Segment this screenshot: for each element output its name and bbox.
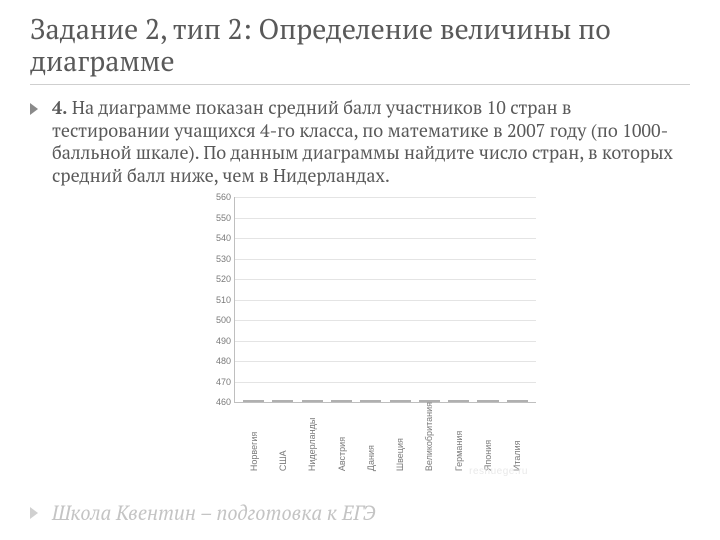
- chart-x-label-slot: Великобритания: [416, 402, 442, 474]
- chart-gridline: [235, 361, 536, 362]
- chart-gridline: [235, 279, 536, 280]
- chart: НорвегияСШАНидерландыАвстрияДанияШвецияВ…: [206, 197, 536, 403]
- chart-x-label-slot: Италия: [504, 402, 530, 474]
- chart-x-tick-label: Дания: [366, 402, 376, 474]
- chart-gridline: [235, 300, 536, 301]
- chart-gridline: [235, 382, 536, 383]
- chart-x-tick-label: Нидерланды: [307, 402, 317, 474]
- chart-x-tick-label: Италия: [512, 402, 522, 474]
- footer-text: Школа Квентин – подготовка к ЕГЭ: [52, 499, 690, 526]
- chart-x-label-slot: Швеция: [387, 402, 413, 474]
- chart-x-label-slot: Германия: [446, 402, 472, 474]
- chart-x-label-slot: США: [270, 402, 296, 474]
- chart-gridline: [235, 320, 536, 321]
- chart-x-tick-label: Швеция: [395, 402, 405, 474]
- chart-gridline: [235, 238, 536, 239]
- chart-y-tick-label: 470: [207, 377, 231, 387]
- chart-x-label-slot: Австрия: [328, 402, 354, 474]
- chart-x-tick-label: США: [278, 402, 288, 474]
- chart-y-tick-label: 550: [207, 213, 231, 223]
- chart-x-tick-label: Великобритания: [424, 402, 434, 474]
- chart-y-tick-label: 460: [207, 397, 231, 407]
- chart-y-tick-label: 480: [207, 356, 231, 366]
- chart-x-label-slot: Япония: [475, 402, 501, 474]
- slide: Задание 2, тип 2: Определение величины п…: [0, 0, 720, 540]
- chart-x-tick-label: Австрия: [337, 402, 347, 474]
- chart-x-label-slot: Норвегия: [240, 402, 266, 474]
- chart-x-labels: Норвегия США Нидерланды Австрия Дания Швеция В…: [239, 402, 532, 474]
- chart-y-tick-label: 490: [207, 336, 231, 346]
- chart-gridline: [235, 197, 536, 198]
- chart-x-tick-label: Япония: [483, 402, 493, 474]
- task-text: 4. На диаграмме показан средний балл уча…: [52, 97, 690, 187]
- chart-x-label-slot: Нидерланды: [299, 402, 325, 474]
- chart-x-tick-label: Германия: [454, 402, 464, 474]
- chart-y-tick-label: 500: [207, 315, 231, 325]
- task-number: 4.: [52, 96, 68, 120]
- slide-title: Задание 2, тип 2: Определение величины п…: [30, 14, 690, 85]
- bullet-arrow-icon: [30, 103, 38, 115]
- chart-plot: НорвегияСШАНидерландыАвстрияДанияШвецияВ…: [234, 197, 536, 403]
- chart-gridline: [235, 218, 536, 219]
- chart-y-tick-label: 530: [207, 254, 231, 264]
- chart-gridline: [235, 259, 536, 260]
- chart-y-tick-label: 560: [207, 192, 231, 202]
- footer-arrow-icon: [30, 507, 38, 519]
- chart-y-tick-label: 520: [207, 274, 231, 284]
- chart-y-tick-label: 540: [207, 233, 231, 243]
- chart-x-label-slot: Дания: [358, 402, 384, 474]
- footer: Школа Квентин – подготовка к ЕГЭ: [30, 499, 690, 526]
- chart-y-tick-label: 510: [207, 295, 231, 305]
- task-description: На диаграмме показан средний балл участн…: [52, 96, 673, 188]
- chart-x-tick-label: Норвегия: [249, 402, 259, 474]
- task-body: 4. На диаграмме показан средний балл уча…: [30, 97, 690, 403]
- watermark: reshuege.ru: [469, 466, 528, 477]
- chart-gridline: [235, 341, 536, 342]
